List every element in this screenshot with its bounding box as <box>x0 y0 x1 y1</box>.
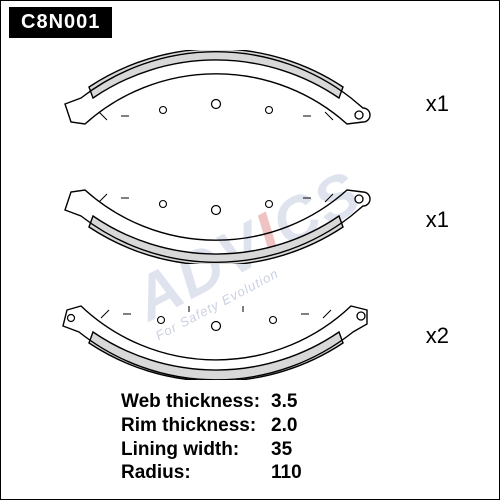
part-number-badge: C8N001 <box>9 7 112 38</box>
brake-shoe-row-1: x1 <box>21 41 479 157</box>
spec-label: Web thickness: <box>121 390 271 414</box>
brake-shoe-drawing-2 <box>51 166 381 264</box>
spec-radius: Radius: 110 <box>121 461 302 485</box>
spec-value: 110 <box>271 461 302 485</box>
quantity-label-2: x1 <box>426 207 449 233</box>
spec-lining-width: Lining width: 35 <box>121 438 302 462</box>
brake-shoe-diagram: x1 x1 x2 <box>21 41 479 389</box>
brake-shoe-drawing-1 <box>51 50 381 148</box>
spec-label: Radius: <box>121 461 271 485</box>
brake-shoe-row-3: x2 <box>21 273 479 389</box>
specifications-block: Web thickness: 3.5 Rim thickness: 2.0 Li… <box>121 390 302 485</box>
quantity-label-1: x1 <box>426 91 449 117</box>
spec-value: 35 <box>271 438 292 462</box>
spec-value: 2.0 <box>271 414 297 438</box>
brake-shoe-drawing-3 <box>51 282 381 380</box>
spec-label: Lining width: <box>121 438 271 462</box>
spec-web-thickness: Web thickness: 3.5 <box>121 390 302 414</box>
spec-label: Rim thickness: <box>121 414 271 438</box>
quantity-label-3: x2 <box>426 323 449 349</box>
spec-value: 3.5 <box>271 390 297 414</box>
spec-rim-thickness: Rim thickness: 2.0 <box>121 414 302 438</box>
brake-shoe-row-2: x1 <box>21 157 479 273</box>
